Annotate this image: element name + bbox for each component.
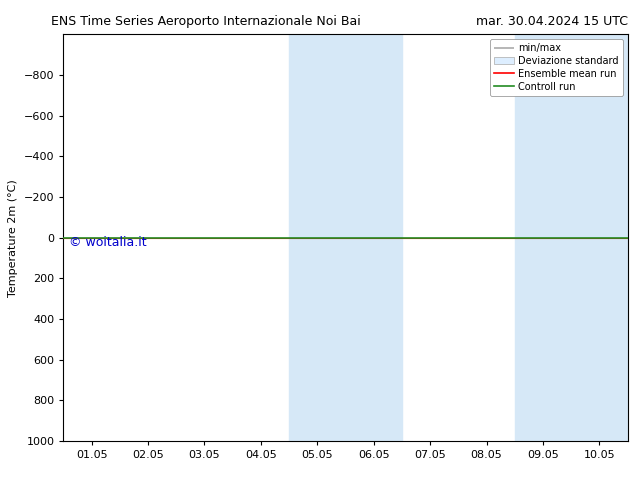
Y-axis label: Temperature 2m (°C): Temperature 2m (°C)	[8, 179, 18, 296]
Bar	[515, 34, 628, 441]
Text: ENS Time Series Aeroporto Internazionale Noi Bai: ENS Time Series Aeroporto Internazionale…	[51, 15, 361, 28]
Text: mar. 30.04.2024 15 UTC: mar. 30.04.2024 15 UTC	[476, 15, 628, 28]
Bar	[289, 34, 402, 441]
Legend: min/max, Deviazione standard, Ensemble mean run, Controll run: min/max, Deviazione standard, Ensemble m…	[490, 39, 623, 96]
Text: © woitalia.it: © woitalia.it	[69, 236, 146, 248]
